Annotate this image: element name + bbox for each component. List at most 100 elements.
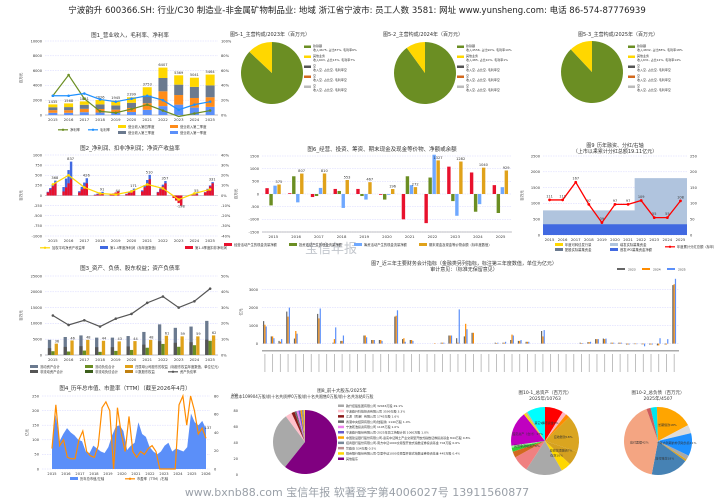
slice-label: 应付账款18% <box>656 455 675 460</box>
legend-swatch <box>125 365 133 368</box>
chart-title: 图8_前十大股东/2025年 <box>317 387 367 394</box>
legend-swatch <box>304 65 311 68</box>
indicator-bar <box>319 308 321 344</box>
x-tick-label: 2020 <box>117 472 127 476</box>
liability-bar <box>161 343 165 355</box>
y-tick-label: -500 <box>251 205 260 209</box>
equity-bar <box>101 340 106 355</box>
x-tick-label-placeholder <box>303 354 304 372</box>
indicator-bar <box>341 340 343 344</box>
y-tick-label: 1000 <box>531 202 541 206</box>
bar-2 <box>158 78 168 92</box>
y-tick-label: 500 <box>35 174 43 178</box>
y-tick-label: 0 <box>40 353 43 357</box>
y-tick-label: 25000 <box>31 274 43 278</box>
x-tick-label-placeholder <box>279 354 281 372</box>
y-tick-label: 2000 <box>33 99 43 103</box>
slice-label: 应收账款18% <box>554 434 573 439</box>
x-tick-label: 2020 <box>127 357 137 362</box>
x-tick-label: 2022 <box>158 357 168 362</box>
chart-fig5-1: 图5-1_主营构成/2023年（百万元） 钕铁硼 收入4675, 占比87%, 毛利… <box>230 28 392 118</box>
legend-swatch <box>457 85 464 88</box>
cashflow-bar-1 <box>428 177 432 194</box>
indicator-bar <box>673 284 675 344</box>
bar-value-label: 807 <box>298 169 305 173</box>
legend-swatch <box>185 246 193 249</box>
bar-value-label: 272 <box>412 183 419 187</box>
indicator-bar <box>664 343 666 345</box>
indicator-bar <box>295 331 297 344</box>
bar-value-label: 467 <box>366 178 373 182</box>
roe-point <box>193 192 196 195</box>
y-tick-label: 750 <box>35 163 43 167</box>
net-profit-bar <box>69 161 73 196</box>
y-axis-label: 百万元 <box>234 188 238 199</box>
legend-swatch <box>457 65 464 68</box>
indicator-bar <box>371 340 373 344</box>
bar-3 <box>79 101 89 105</box>
x-tick-label: 2018 <box>584 237 594 242</box>
cashflow-bar-3 <box>459 161 463 194</box>
indicator-bar <box>443 342 445 344</box>
indicator-bar <box>409 340 411 344</box>
legend-label: 营业收入第三季度 <box>128 130 155 135</box>
roe-point <box>208 188 212 191</box>
legend-marker <box>668 245 672 248</box>
indicator-bar <box>364 335 366 344</box>
bar-3 <box>158 67 168 78</box>
x-tick-label-placeholder <box>442 354 443 372</box>
chart-title: 图5-1_主营构成/2023年（百万元） <box>230 31 310 38</box>
y-tick-label: 500 <box>533 218 541 222</box>
chart-subtitle: （上市以来累计分红总额19.11亿元） <box>573 148 657 155</box>
cashflow-bar-1 <box>405 176 410 194</box>
dividend-point <box>626 202 630 206</box>
cashflow-bar-2 <box>364 194 368 200</box>
legend-label: 空 <box>466 63 469 68</box>
cashflow-bar-3 <box>436 160 440 194</box>
deducted-profit-bar <box>193 194 196 196</box>
area-1 <box>543 224 687 235</box>
equity-label: 44 <box>102 337 107 341</box>
pie-slice <box>651 441 686 475</box>
bar-2 <box>174 84 184 96</box>
x-tick-label: 2016 <box>64 117 74 122</box>
legend-swatch <box>628 45 635 48</box>
pe-line <box>51 393 207 470</box>
legend-swatch <box>628 85 635 88</box>
legend-detail: 收入空, 占比空, 毛利率空 <box>313 87 347 92</box>
legend-label: 市盈率（TTM）/右轴 <box>137 476 169 481</box>
bar-total-label: 3753 <box>143 83 152 87</box>
chart-fig3-svg: 图3_资产、负债、股东权益；资产负债率 0 5000 10000 15000 20000 2… <box>19 264 230 374</box>
indicator-bar <box>613 342 615 344</box>
y-tick-label: 15000 <box>31 306 43 310</box>
indicator-bar <box>296 333 298 344</box>
legend-label: 2025 <box>678 268 686 272</box>
cashflow-bar-0 <box>310 194 315 198</box>
x-tick-label-placeholder <box>364 354 366 372</box>
indicator-bar <box>597 339 599 344</box>
indicator-bar <box>404 341 406 344</box>
chart-fig6-svg: 图6_经营、投资、筹资、期末现金及现金等价物、净额或余额 -1500 -1000 -5… <box>224 145 512 247</box>
x-tick-label-placeholder <box>550 354 552 372</box>
legend-swatch <box>304 45 311 48</box>
x-tick-label: 2015 <box>48 238 58 243</box>
x-tick-label-placeholder <box>496 354 497 372</box>
legend-swatch <box>610 243 618 246</box>
pie-slice <box>303 410 305 442</box>
debt-ratio-point <box>83 318 86 322</box>
chart-fig2-svg: 图2_净利润、扣非净利润；净资产收益率 -1000 -750 -500 -250 0 250… <box>19 144 231 250</box>
chart-fig1-svg: 图1_营业收入，毛利率、净利率 0 2000 4000 6000 8000 10000 0% 2… <box>19 31 232 135</box>
equity-label: 48 <box>149 336 153 340</box>
chart-fig7-svg: 图7_近三年主要财务会计指标（金融类另列指标，标注第三年度数值，单位为亿元）审计… <box>238 260 686 372</box>
pie-slice <box>527 407 545 441</box>
equity-bar <box>211 335 216 355</box>
roe-point <box>83 186 86 189</box>
x-tick-label-placeholder <box>527 354 528 372</box>
bar-1 <box>64 110 74 113</box>
indicator-bar <box>402 339 404 344</box>
x-tick-label: 2023 <box>159 472 168 476</box>
indicator-bar <box>456 338 458 344</box>
indicator-bar <box>588 342 590 344</box>
y2-tick-label: 30% <box>221 306 230 310</box>
cashflow-bar-2 <box>318 187 323 194</box>
